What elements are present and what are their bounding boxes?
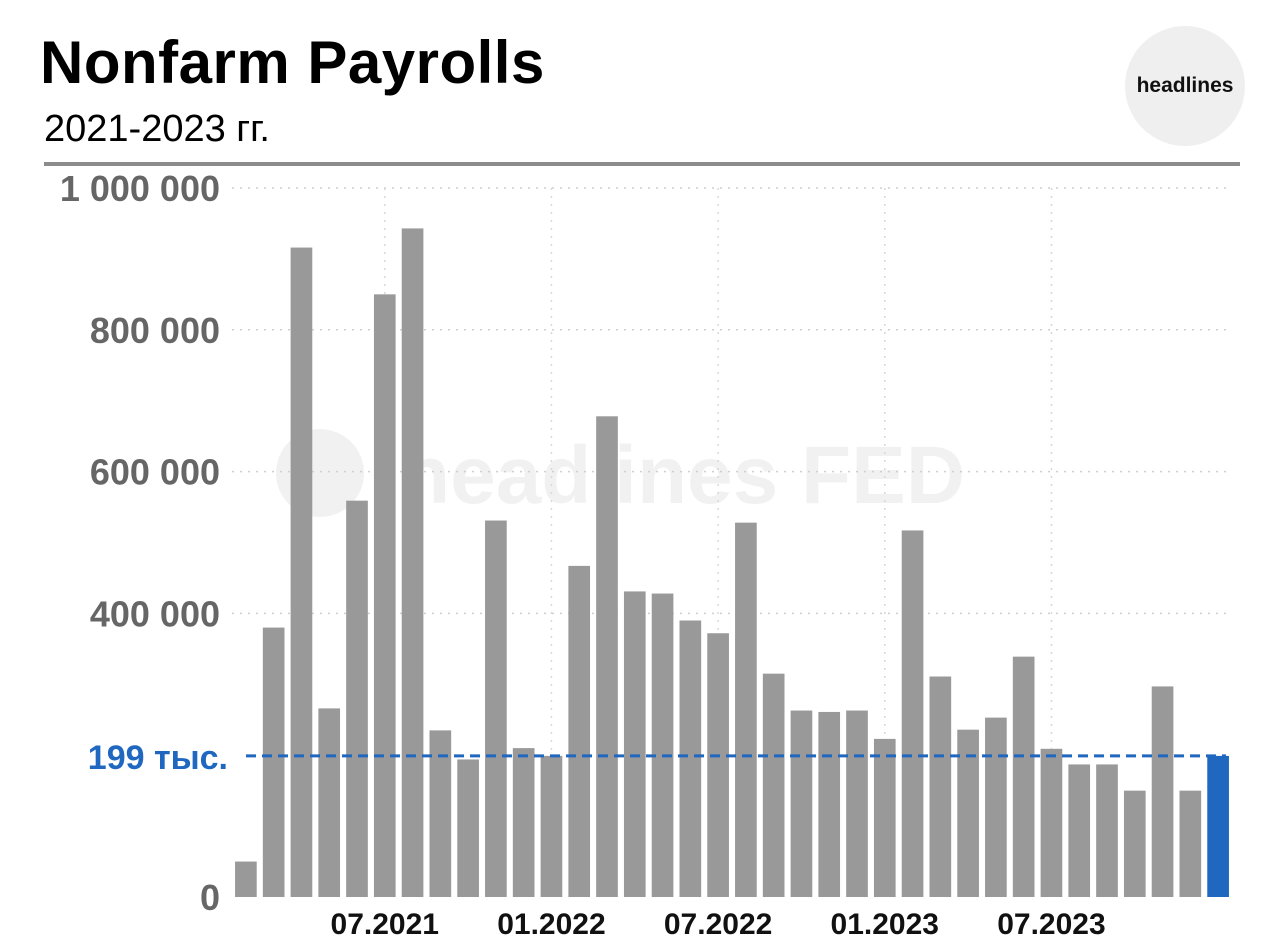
bar xyxy=(762,673,785,897)
bar xyxy=(1123,790,1146,897)
bar xyxy=(1068,764,1091,897)
y-axis-labels: 0 400 000 600 000 800 000 1 000 000 xyxy=(60,168,220,918)
bar xyxy=(651,593,674,897)
bar xyxy=(707,633,729,897)
bar xyxy=(262,627,285,897)
bar xyxy=(401,228,424,898)
bar xyxy=(1151,686,1174,897)
bar xyxy=(929,676,952,897)
x-tick-label: 07.2023 xyxy=(997,908,1105,941)
chart-subtitle: 2021-2023 гг. xyxy=(44,108,270,150)
bar xyxy=(957,729,979,897)
bar xyxy=(985,717,1007,897)
bar xyxy=(429,730,452,897)
x-tick-label: 07.2022 xyxy=(664,908,772,941)
bar xyxy=(846,710,868,897)
reference-line-label: 199 тыс. xyxy=(88,739,228,777)
title-divider xyxy=(44,162,1240,166)
bar xyxy=(540,755,563,897)
bar xyxy=(818,711,841,897)
bar xyxy=(596,416,618,897)
bar xyxy=(735,522,757,897)
chart-title: Nonfarm Payrolls xyxy=(40,29,545,96)
bar xyxy=(457,759,479,897)
x-tick-label: 01.2023 xyxy=(831,908,939,941)
y-tick-label: 1 000 000 xyxy=(60,168,220,209)
bar xyxy=(1040,748,1063,897)
bar xyxy=(790,710,813,897)
bar xyxy=(485,520,507,897)
bar xyxy=(873,738,896,897)
bar-highlighted xyxy=(1207,755,1229,897)
bar xyxy=(1179,790,1202,897)
bar xyxy=(568,565,591,897)
headlines-logo: headlines xyxy=(1125,26,1245,146)
x-axis-labels: 07.2021 01.2022 07.2022 01.2023 07.2023 xyxy=(331,908,1106,941)
y-tick-label: 0 xyxy=(200,877,220,918)
logo-text: headlines xyxy=(1136,74,1234,97)
bar xyxy=(346,500,368,897)
gridlines xyxy=(232,187,1226,897)
bar xyxy=(512,748,535,897)
reference-line-group: 199 тыс. xyxy=(88,739,1226,777)
bar xyxy=(235,861,257,897)
bar xyxy=(901,530,924,897)
bar xyxy=(623,591,646,897)
y-tick-label: 400 000 xyxy=(90,593,220,634)
bars xyxy=(235,228,1229,898)
bar xyxy=(1096,764,1118,897)
bar xyxy=(373,294,396,898)
y-tick-label: 600 000 xyxy=(90,452,220,493)
y-tick-label: 800 000 xyxy=(90,310,220,351)
x-tick-label: 07.2021 xyxy=(331,908,439,941)
bar xyxy=(679,620,702,897)
x-tick-label: 01.2022 xyxy=(497,908,605,941)
bar xyxy=(318,708,341,897)
bar xyxy=(1012,656,1035,897)
bar xyxy=(290,247,313,897)
